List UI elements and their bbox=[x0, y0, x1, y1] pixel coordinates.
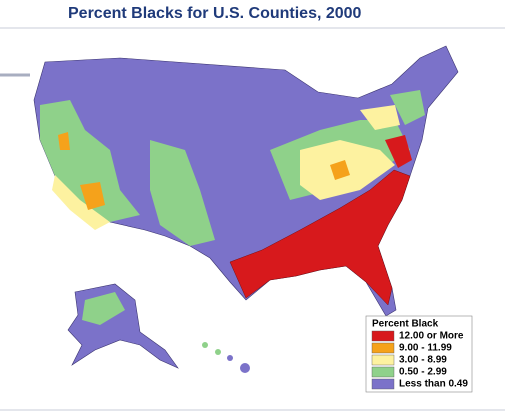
region bbox=[40, 100, 140, 222]
region bbox=[58, 132, 70, 150]
legend-swatch bbox=[371, 330, 395, 342]
region bbox=[330, 160, 350, 180]
legend-swatch bbox=[371, 366, 395, 378]
hawaii bbox=[215, 349, 221, 355]
region bbox=[52, 175, 110, 230]
region bbox=[82, 292, 125, 325]
region bbox=[360, 105, 400, 130]
hawaii bbox=[202, 342, 208, 348]
legend-label: Less than 0.49 bbox=[399, 379, 468, 390]
legend-label: 3.00 - 8.99 bbox=[399, 355, 447, 366]
legend-swatch bbox=[371, 378, 395, 390]
alaska bbox=[67, 283, 179, 369]
region bbox=[385, 135, 412, 168]
legend-title: Percent Black bbox=[372, 319, 439, 330]
legend-label: 9.00 - 11.99 bbox=[399, 343, 452, 354]
legend-label: 0.50 - 2.99 bbox=[399, 367, 447, 378]
region bbox=[150, 140, 215, 246]
region bbox=[229, 169, 411, 306]
region bbox=[80, 182, 105, 210]
page-title: Percent Blacks for U.S. Counties, 2000 bbox=[68, 5, 362, 22]
region bbox=[390, 90, 425, 125]
legend-swatch bbox=[371, 342, 395, 354]
hawaii bbox=[227, 355, 233, 361]
legend-label: 12.00 or More bbox=[399, 331, 464, 342]
hawaii bbox=[240, 363, 250, 373]
legend-swatch bbox=[371, 354, 395, 366]
